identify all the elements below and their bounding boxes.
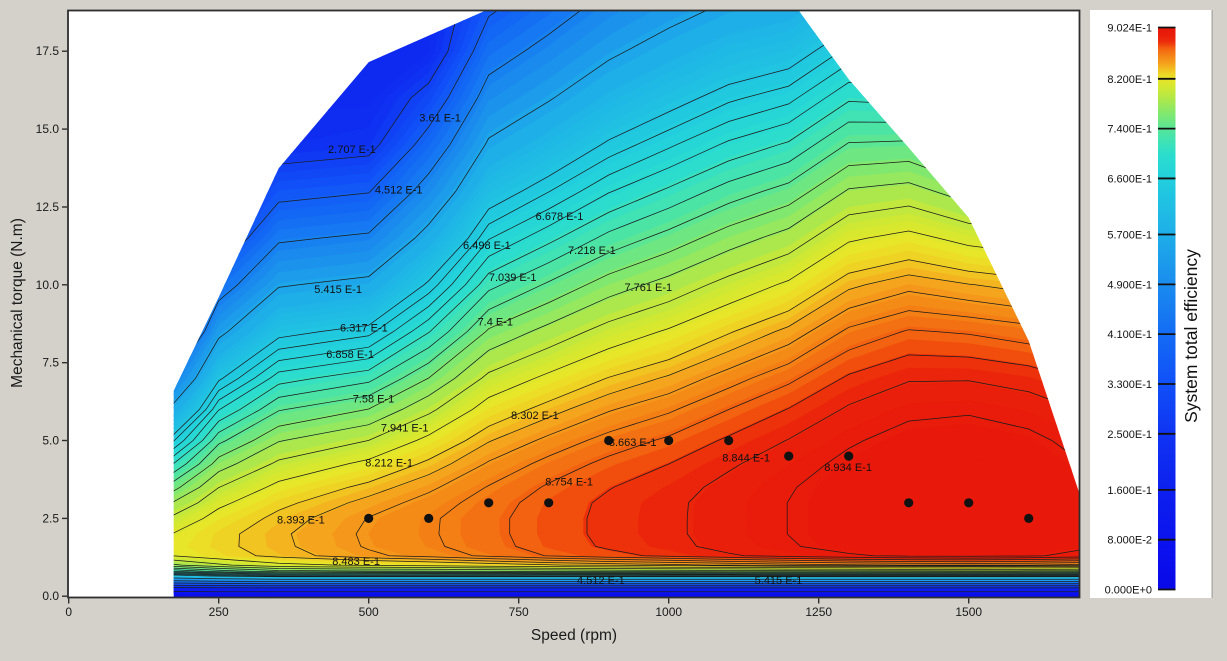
svg-text:2.500E-1: 2.500E-1	[1107, 429, 1152, 441]
svg-text:8.212 E-1: 8.212 E-1	[365, 458, 413, 470]
svg-text:7.941 E-1: 7.941 E-1	[381, 423, 429, 435]
svg-text:12.5: 12.5	[36, 200, 60, 214]
svg-text:2.707 E-1: 2.707 E-1	[328, 144, 376, 156]
svg-text:5.0: 5.0	[42, 434, 59, 448]
svg-text:8.934 E-1: 8.934 E-1	[824, 462, 872, 474]
svg-text:2.5: 2.5	[42, 511, 59, 525]
svg-text:8.200E-1: 8.200E-1	[1107, 74, 1152, 86]
svg-text:1000: 1000	[655, 605, 682, 619]
svg-text:1.600E-1: 1.600E-1	[1107, 485, 1152, 497]
svg-text:0: 0	[65, 605, 72, 619]
svg-text:15.0: 15.0	[36, 122, 60, 136]
svg-text:10.0: 10.0	[36, 278, 60, 292]
svg-text:7.5: 7.5	[42, 356, 59, 370]
svg-text:3.300E-1: 3.300E-1	[1107, 379, 1152, 391]
svg-text:8.393 E-1: 8.393 E-1	[277, 515, 325, 527]
svg-text:4.100E-1: 4.100E-1	[1107, 329, 1152, 341]
svg-text:8.000E-2: 8.000E-2	[1107, 535, 1152, 547]
svg-text:0.000E+0: 0.000E+0	[1105, 585, 1152, 597]
svg-text:8.663 E-1: 8.663 E-1	[609, 437, 657, 449]
svg-text:7.4 E-1: 7.4 E-1	[478, 317, 513, 329]
svg-text:8.844 E-1: 8.844 E-1	[722, 453, 770, 465]
svg-text:5.700E-1: 5.700E-1	[1107, 230, 1152, 242]
svg-text:7.58 E-1: 7.58 E-1	[353, 394, 395, 406]
svg-text:8.754 E-1: 8.754 E-1	[545, 477, 593, 489]
svg-text:Speed (rpm): Speed (rpm)	[531, 627, 617, 644]
svg-text:750: 750	[509, 605, 529, 619]
svg-text:6.858 E-1: 6.858 E-1	[326, 349, 374, 361]
svg-text:3.61 E-1: 3.61 E-1	[419, 113, 461, 125]
svg-text:5.415 E-1: 5.415 E-1	[314, 284, 362, 296]
svg-text:4.900E-1: 4.900E-1	[1107, 279, 1152, 291]
svg-text:System total efficiency: System total efficiency	[1181, 249, 1201, 423]
svg-text:500: 500	[359, 605, 379, 619]
svg-text:4.512 E-1: 4.512 E-1	[375, 184, 423, 196]
svg-text:1500: 1500	[955, 605, 982, 619]
svg-text:5.415 E-1: 5.415 E-1	[755, 575, 803, 587]
svg-text:6.498 E-1: 6.498 E-1	[463, 240, 511, 252]
svg-text:1250: 1250	[805, 605, 832, 619]
svg-text:9.024E-1: 9.024E-1	[1107, 23, 1152, 35]
svg-text:0.0: 0.0	[42, 589, 59, 603]
svg-text:17.5: 17.5	[36, 44, 60, 58]
svg-text:7.218 E-1: 7.218 E-1	[568, 245, 616, 257]
svg-text:250: 250	[209, 605, 229, 619]
svg-text:7.761 E-1: 7.761 E-1	[624, 282, 672, 294]
svg-text:6.317 E-1: 6.317 E-1	[340, 322, 388, 334]
svg-text:8.302 E-1: 8.302 E-1	[511, 410, 559, 422]
svg-text:6.600E-1: 6.600E-1	[1107, 174, 1152, 186]
svg-text:7.400E-1: 7.400E-1	[1107, 124, 1152, 136]
svg-text:4.512 E-1: 4.512 E-1	[577, 575, 625, 587]
svg-text:8.483 E-1: 8.483 E-1	[332, 556, 380, 568]
svg-text:7.039 E-1: 7.039 E-1	[489, 272, 537, 284]
svg-text:6.678 E-1: 6.678 E-1	[536, 211, 584, 223]
svg-text:Mechanical torque (N.m): Mechanical torque (N.m)	[9, 218, 26, 388]
